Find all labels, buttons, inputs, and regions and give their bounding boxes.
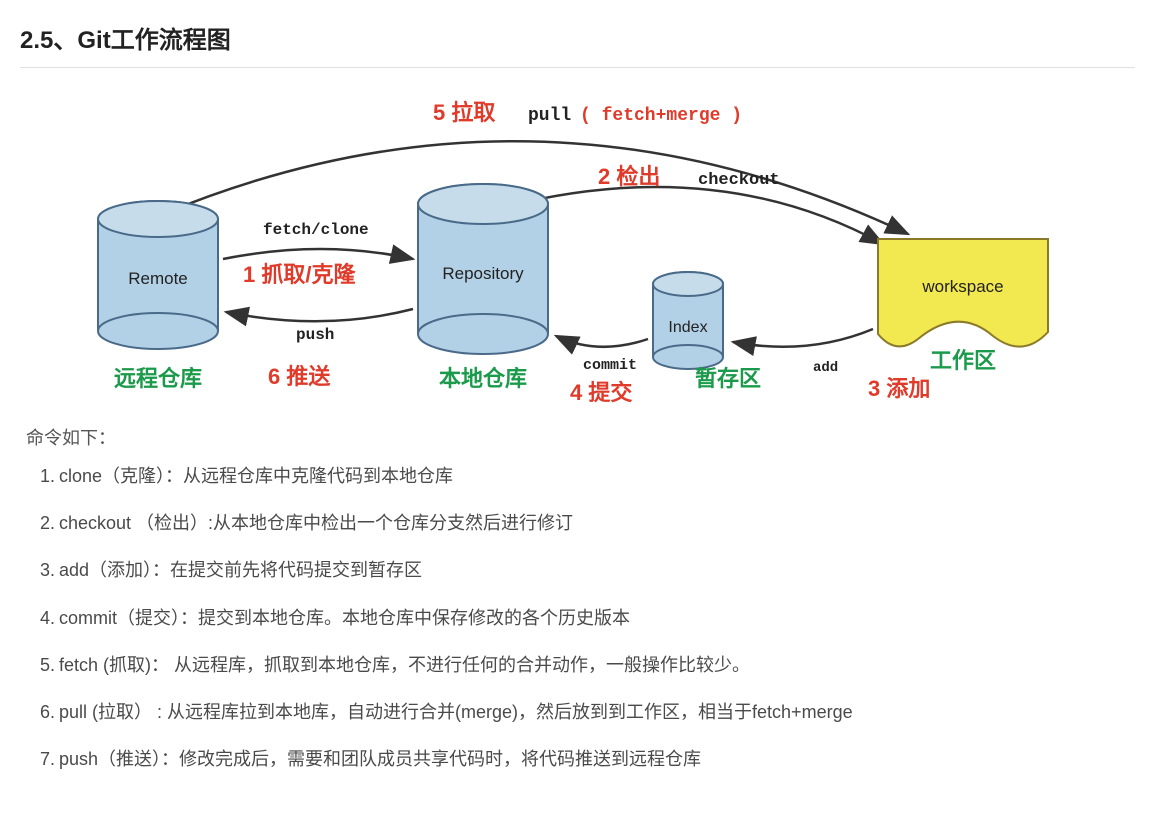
commands-list: 1.clone（克隆）：从远程仓库中克隆代码到本地仓库 2.checkout （… [40, 464, 1135, 772]
label-fetch-num: 1 抓取/克隆 [243, 262, 356, 287]
node-remote: Remote [98, 201, 218, 349]
label-add-en: add [813, 360, 838, 376]
label-repo-bottom: 本地仓库 [438, 366, 526, 391]
list-item: 6.pull (拉取） : 从远程库拉到本地库，自动进行合并(merge)，然后… [40, 700, 1135, 725]
list-item: 2.checkout （检出）:从本地仓库中检出一个仓库分支然后进行修订 [40, 511, 1135, 536]
label-pull-extra: ( fetch+merge ) [580, 106, 742, 126]
list-item: 1.clone（克隆）：从远程仓库中克隆代码到本地仓库 [40, 464, 1135, 489]
label-fetch-en: fetch/clone [263, 221, 369, 239]
label-commit-num: 4 提交 [570, 380, 632, 404]
list-item: 3.add（添加）：在提交前先将代码提交到暂存区 [40, 558, 1135, 583]
label-index-bottom: 暂存区 [694, 366, 760, 391]
git-workflow-diagram: Remote Repository Index workspace 5 拉取 p… [38, 84, 1118, 404]
commands-intro: 命令如下： [26, 424, 1135, 450]
edge-commit [556, 336, 648, 347]
label-workspace-bottom: 工作区 [929, 348, 995, 373]
page-heading: 2.5、Git工作流程图 [20, 20, 1135, 55]
label-checkout-num: 2 检出 [598, 164, 660, 189]
list-item: 5.fetch (抓取)： 从远程库，抓取到本地仓库，不进行任何的合并动作，一般… [40, 653, 1135, 678]
node-index: Index [653, 272, 723, 369]
svg-text:Repository: Repository [442, 264, 524, 283]
node-workspace: workspace [878, 239, 1048, 347]
label-push-en: push [296, 326, 334, 344]
label-pull-num: 5 拉取 [433, 100, 495, 125]
label-commit-en: commit [583, 357, 637, 374]
label-add-num: 3 添加 [868, 376, 930, 401]
svg-text:Index: Index [668, 319, 707, 336]
edge-checkout [508, 187, 883, 244]
svg-text:Remote: Remote [128, 269, 188, 288]
node-repository: Repository [418, 184, 548, 354]
list-item: 4.commit（提交）：提交到本地仓库。本地仓库中保存修改的各个历史版本 [40, 606, 1135, 631]
edge-push [226, 309, 413, 321]
edge-fetch [223, 249, 413, 259]
divider [20, 67, 1135, 68]
label-checkout-en: checkout [698, 171, 780, 190]
label-remote-bottom: 远程仓库 [113, 366, 201, 391]
edge-add [733, 329, 873, 347]
label-push-num: 6 推送 [268, 364, 330, 389]
list-item: 7.push（推送）：修改完成后，需要和团队成员共享代码时，将代码推送到远程仓库 [40, 747, 1135, 772]
svg-text:workspace: workspace [921, 277, 1003, 296]
label-pull-en: pull [528, 106, 571, 126]
